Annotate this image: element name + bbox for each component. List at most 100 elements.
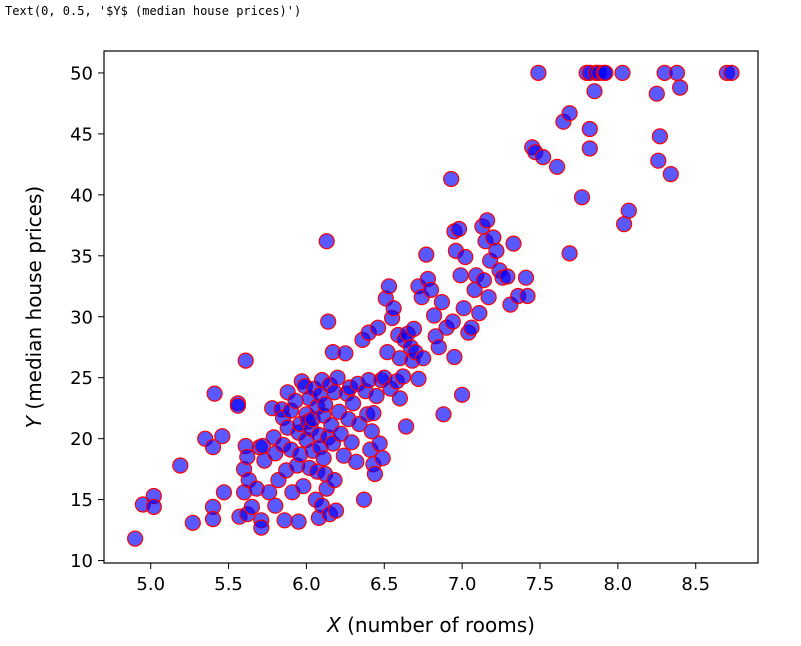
x-axis-label-rest: (number of rooms): [341, 613, 535, 637]
y-tick-label: 45: [70, 124, 93, 145]
data-point: [348, 453, 365, 470]
data-point: [581, 120, 598, 138]
data-point: [485, 229, 502, 246]
data-point: [320, 313, 337, 330]
data-point: [394, 368, 412, 385]
data-point: [371, 435, 388, 452]
data-point: [463, 319, 480, 336]
data-point: [620, 202, 637, 219]
data-point: [561, 105, 578, 122]
data-point: [505, 235, 522, 252]
data-point: [317, 396, 334, 413]
y-tick-label: 15: [70, 490, 93, 511]
data-point: [534, 149, 552, 166]
data-point: [662, 166, 679, 183]
data-point: [615, 216, 633, 233]
data-point: [215, 484, 232, 501]
data-point: [450, 220, 468, 238]
y-tick-label: 25: [70, 368, 93, 389]
points-layer: [127, 64, 740, 547]
data-point: [315, 450, 332, 467]
data-point: [267, 497, 284, 514]
data-point: [214, 428, 231, 445]
data-point: [443, 170, 460, 188]
data-point: [172, 457, 189, 474]
data-point: [204, 510, 222, 528]
data-point: [206, 385, 223, 402]
y-tick-label: 50: [70, 63, 93, 84]
data-point: [243, 498, 260, 515]
data-point: [332, 425, 349, 442]
data-point: [446, 348, 463, 366]
y-tick-label: 30: [70, 307, 93, 328]
data-point: [229, 397, 246, 414]
data-point: [363, 423, 380, 440]
data-point: [204, 439, 222, 456]
y-axis: 10 15 20 25 30 35 40 45 50: [70, 63, 104, 572]
data-point: [405, 320, 422, 337]
y-tick-label: 20: [70, 429, 93, 450]
x-tick-label: 7.5: [526, 574, 555, 595]
data-point: [374, 450, 391, 467]
data-point: [398, 418, 415, 435]
data-point: [366, 465, 383, 483]
data-point: [318, 233, 335, 250]
y-axis-label-var: Y: [22, 414, 46, 428]
data-point: [586, 83, 603, 100]
plot-frame: [103, 50, 759, 564]
data-point: [145, 498, 162, 515]
y-tick-label: 40: [70, 185, 93, 206]
data-point: [561, 245, 578, 262]
data-point: [597, 64, 614, 82]
data-point: [368, 387, 385, 405]
data-point: [370, 319, 387, 336]
data-point: [326, 472, 343, 489]
data-point: [391, 390, 408, 407]
data-point: [573, 189, 591, 206]
data-point: [517, 269, 535, 286]
data-point: [380, 278, 398, 295]
data-point: [457, 248, 474, 266]
data-point: [422, 281, 440, 298]
x-tick-label: 6.5: [370, 574, 399, 595]
data-point: [435, 406, 452, 423]
data-point: [454, 386, 471, 403]
x-tick-label: 8.5: [681, 574, 710, 595]
x-tick-label: 5.0: [136, 574, 165, 595]
data-point: [548, 158, 566, 175]
data-point: [519, 287, 536, 305]
data-point: [430, 339, 447, 356]
x-tick-label: 8.0: [604, 574, 633, 595]
x-tick-label: 6.0: [292, 574, 321, 595]
data-point: [614, 64, 631, 82]
data-point: [455, 300, 472, 317]
data-point: [480, 289, 497, 306]
cell-output-text: Text(0, 0.5, '$Y$ (median house prices)'…: [5, 4, 302, 18]
data-point: [479, 212, 496, 229]
data-point: [239, 448, 256, 465]
data-point: [671, 79, 689, 96]
data-point: [444, 313, 461, 330]
data-point: [365, 405, 382, 422]
data-point: [355, 491, 373, 508]
data-point: [345, 395, 362, 412]
x-tick-label: 5.5: [214, 574, 243, 595]
data-point: [426, 307, 443, 324]
data-point: [648, 85, 665, 102]
data-point: [290, 513, 307, 530]
data-point: [127, 530, 144, 547]
data-point: [475, 272, 492, 289]
data-point: [499, 268, 516, 285]
data-point: [418, 246, 435, 263]
data-point: [327, 502, 345, 519]
x-axis-label-var: X: [326, 613, 342, 637]
data-point: [452, 267, 469, 284]
y-axis-label: Y (median house prices): [22, 186, 46, 428]
data-point: [295, 478, 312, 495]
data-point: [433, 294, 450, 311]
data-point: [410, 370, 427, 387]
data-point: [650, 152, 667, 169]
data-point: [723, 64, 740, 82]
data-point: [287, 392, 304, 409]
data-point: [530, 64, 547, 82]
